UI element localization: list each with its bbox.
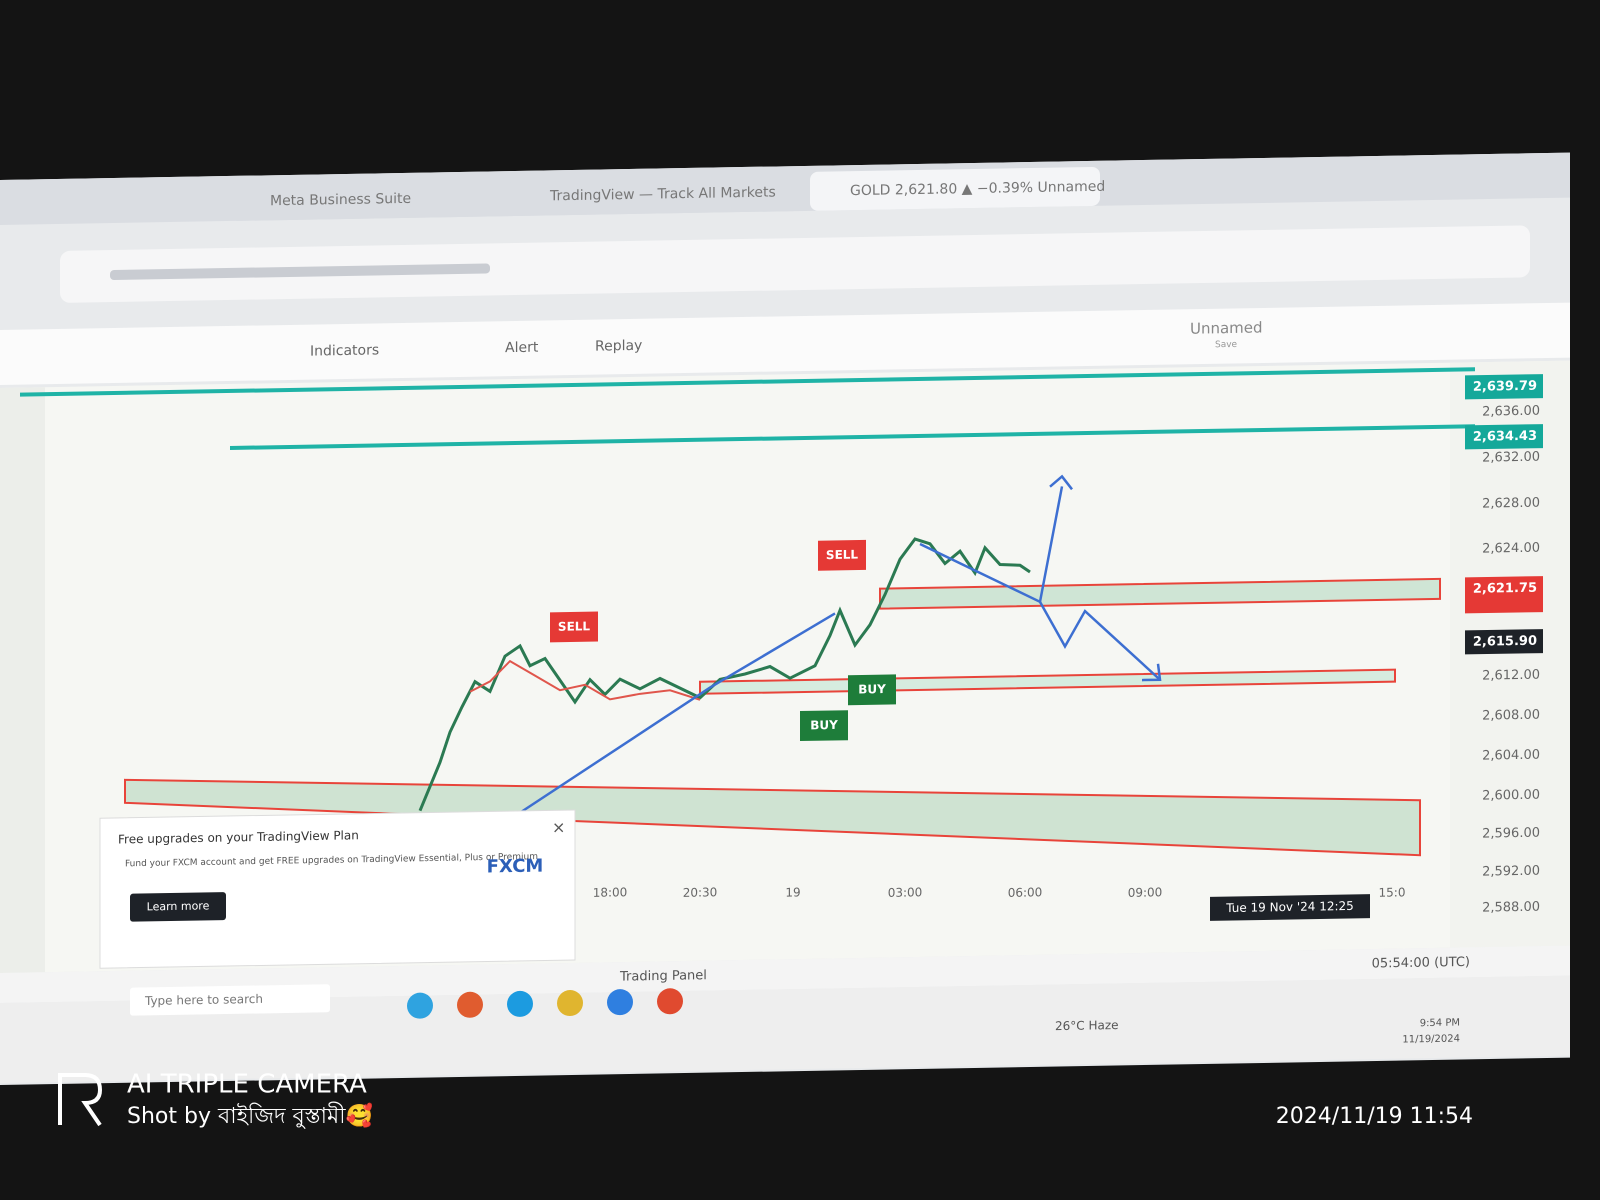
screen: × Meta Business Suite TradingView — Track… (0, 152, 1570, 1085)
price-tag-label: 2,621.75 (1473, 581, 1537, 597)
price-tag (1465, 629, 1543, 655)
time-tick-label: 06:00 (1008, 885, 1043, 900)
tab-title: TradingView — Track All Markets (549, 184, 776, 204)
price-tag (1465, 374, 1543, 400)
tab[interactable] (810, 166, 1100, 211)
time-tick-label: 03:00 (888, 885, 923, 900)
zone (124, 778, 1421, 857)
price-tick-label: 2,588.00 (1482, 900, 1540, 916)
signal-box (818, 539, 866, 571)
taskbar-app[interactable] (557, 990, 583, 1017)
tab-title: GOLD 2,621.80 ▲ −0.39% Unnamed (850, 179, 1105, 199)
tab[interactable] (230, 177, 520, 221)
clock-date: 11/19/2024 (1402, 1034, 1460, 1046)
time-tick-label: 19 (785, 885, 800, 899)
time-tick-label: 09:00 (1128, 885, 1163, 900)
level-line (230, 424, 1475, 450)
close-button[interactable]: × (552, 818, 565, 837)
promo-button[interactable] (130, 892, 226, 922)
camera-logo (58, 1073, 103, 1127)
taskbar-app[interactable] (457, 991, 483, 1018)
utc-clock: 05:54:00 (UTC) (1372, 955, 1470, 972)
photo-timestamp: 2024/11/19 11:54 (1276, 1104, 1473, 1129)
address-bar[interactable] (60, 225, 1530, 303)
price-tag-label: 2,615.90 (1473, 634, 1537, 650)
price-tag (1465, 576, 1543, 614)
promo-title: Free upgrades on your TradingView Plan (118, 828, 359, 846)
signal-box (550, 611, 598, 643)
tab-title: Meta Business Suite (270, 191, 411, 209)
shot-by: Shot by বাইজিদ বুস্তামী🥰 (127, 1102, 373, 1129)
price-tick-label: 2,624.00 (1482, 541, 1540, 557)
weather: 26°C Haze (1055, 1018, 1119, 1033)
left-toolbar (0, 387, 45, 973)
search-placeholder: Type here to search (144, 992, 263, 1008)
taskbar-app[interactable] (507, 990, 533, 1017)
price-tick-label: 2,636.00 (1482, 404, 1540, 420)
price-tick-label: 2,592.00 (1482, 864, 1540, 880)
price-tick-label: 2,596.00 (1482, 826, 1540, 842)
toolbar-button[interactable]: Alert (505, 340, 539, 357)
price-tick-label: 2,604.00 (1482, 748, 1540, 764)
time-tick-label: 18:00 (593, 885, 628, 900)
price-tick-label: 2,608.00 (1482, 708, 1540, 724)
toolbar-button[interactable]: Indicators (310, 342, 379, 359)
price-line (469, 659, 701, 701)
bottom-bar (0, 945, 1570, 1003)
price-tag-label: 2,634.43 (1473, 429, 1537, 445)
tab[interactable] (510, 172, 800, 216)
promo-button-label: Learn more (147, 899, 210, 913)
price-tag-label: 2,639.79 (1473, 379, 1537, 395)
taskbar-app[interactable] (607, 989, 633, 1016)
save-label: Save (1215, 340, 1238, 350)
signal-label: BUY (858, 682, 886, 696)
time-tick-label: 20:30 (683, 885, 718, 900)
promo-brand: FXCM (487, 856, 544, 878)
trend-line (514, 612, 836, 818)
cursor-time: Tue 19 Nov '24 12:25 (1225, 899, 1354, 915)
clock-time: 9:54 PM (1420, 1018, 1460, 1030)
signal-box (848, 674, 896, 706)
arrow-head (1049, 474, 1073, 491)
taskbar (0, 975, 1570, 1083)
price-line (418, 537, 1031, 812)
taskbar-app[interactable] (407, 992, 433, 1019)
signal-label: SELL (558, 619, 590, 634)
layout-name[interactable]: Unnamed (1190, 318, 1263, 337)
signal-label: BUY (810, 718, 838, 732)
zone (879, 577, 1441, 610)
toolbar-button[interactable]: Replay (595, 338, 642, 355)
level-line (20, 367, 1475, 397)
signal-box (800, 710, 848, 742)
camera-label: AI TRIPLE CAMERA (127, 1070, 367, 1100)
price-axis (1450, 360, 1570, 948)
time-tick-label: 15:0 (1379, 885, 1406, 899)
signal-label: SELL (826, 548, 858, 563)
toolbar (0, 302, 1570, 385)
projection-arrow (1038, 601, 1161, 681)
price-tick-label: 2,600.00 (1482, 788, 1540, 804)
arrow-head (1142, 663, 1162, 682)
taskbar-app[interactable] (657, 988, 683, 1015)
search-box[interactable] (130, 984, 330, 1016)
cursor-time-box (1210, 894, 1370, 921)
price-tag (1465, 424, 1543, 450)
address-text (110, 263, 490, 281)
price-tick-label: 2,632.00 (1482, 450, 1540, 466)
promo-popup (99, 809, 576, 969)
price-tick-label: 2,612.00 (1482, 668, 1540, 684)
price-tick-label: 2,628.00 (1482, 496, 1540, 512)
trading-panel[interactable]: Trading Panel (619, 968, 707, 985)
